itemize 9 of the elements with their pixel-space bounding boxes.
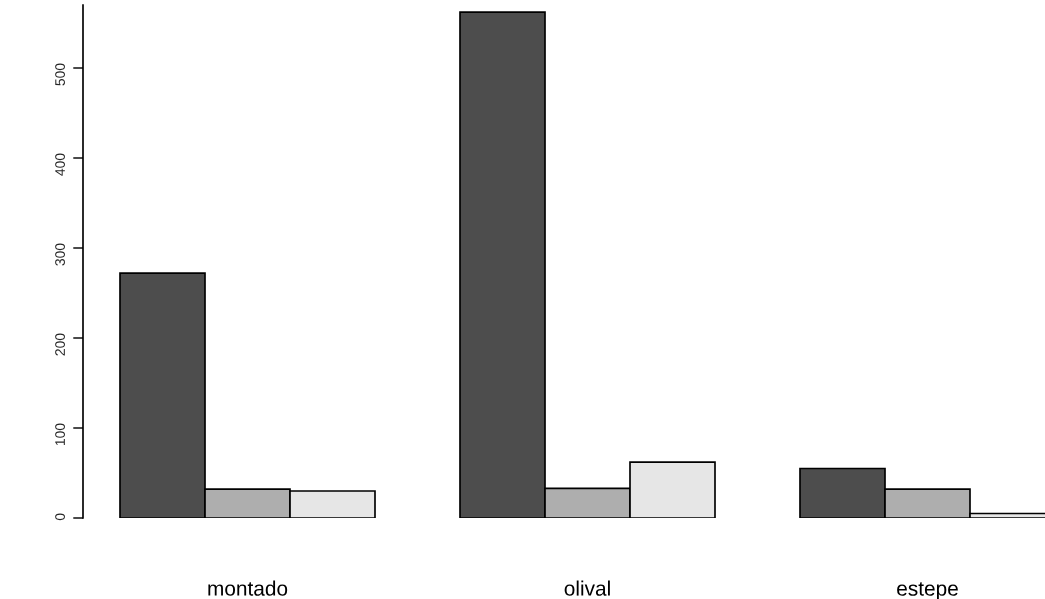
y-tick-label: 500 [55,63,65,86]
y-tick-label: 0 [55,513,65,521]
y-tick-label: 200 [55,333,65,356]
x-tick-label: montado [208,580,288,596]
y-tick-label: 400 [55,153,65,176]
y-tick-label: 100 [55,423,65,446]
x-tick-label: estepe [897,582,958,599]
x-tick-label: olival [564,580,610,596]
y-tick-label: 300 [55,243,65,266]
